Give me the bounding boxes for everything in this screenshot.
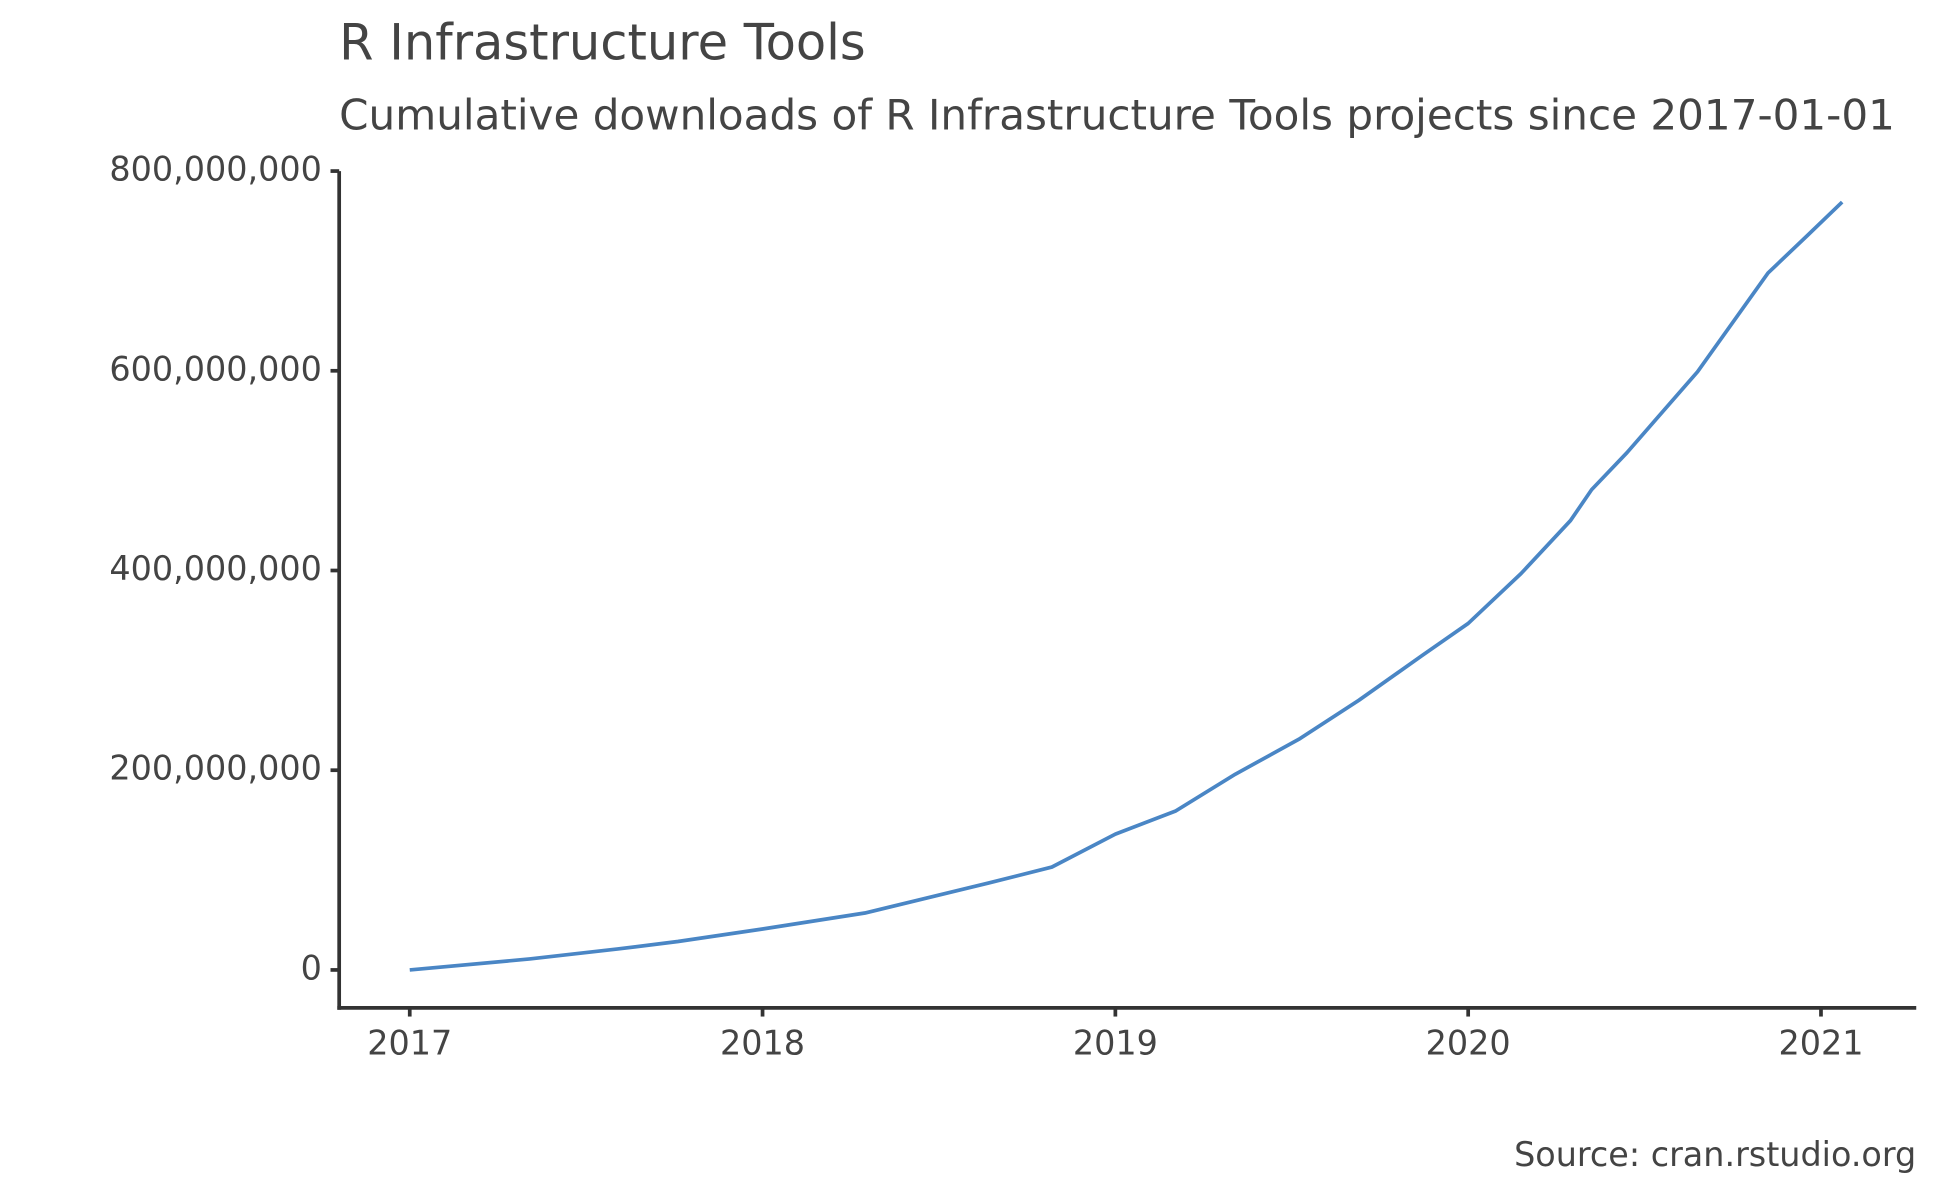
x-tick-label: 2019 bbox=[1073, 1024, 1158, 1063]
y-tick-label: 200,000,000 bbox=[109, 749, 322, 788]
x-tick-label: 2017 bbox=[367, 1024, 452, 1063]
chart-title: R Infrastructure Tools bbox=[339, 14, 866, 72]
y-tick-label: 400,000,000 bbox=[109, 549, 322, 588]
y-tick-label: 0 bbox=[301, 948, 322, 987]
data-line bbox=[409, 200, 1844, 972]
y-tick-label: 800,000,000 bbox=[109, 150, 322, 189]
x-tick-label: 2018 bbox=[720, 1024, 805, 1063]
x-tick-label: 2020 bbox=[1426, 1024, 1511, 1063]
x-tick-label: 2021 bbox=[1778, 1024, 1863, 1063]
chart-subtitle: Cumulative downloads of R Infrastructure… bbox=[339, 90, 1895, 139]
y-tick-label: 600,000,000 bbox=[109, 349, 322, 388]
source-note: Source: cran.rstudio.org bbox=[1514, 1135, 1916, 1174]
